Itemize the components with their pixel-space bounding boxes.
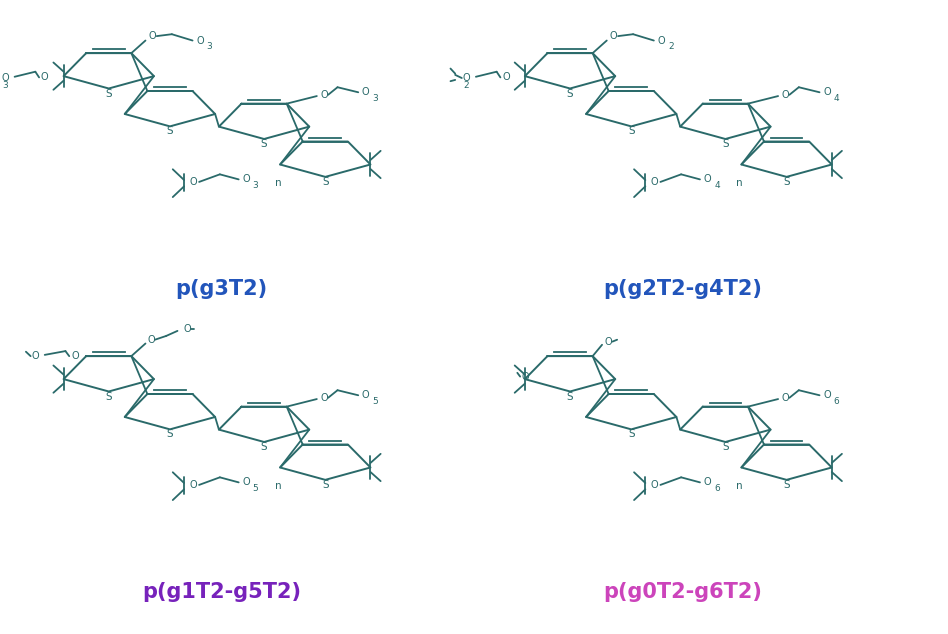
Text: O: O bbox=[362, 391, 370, 400]
Text: O: O bbox=[651, 177, 659, 187]
Text: n: n bbox=[737, 481, 743, 491]
Text: 3: 3 bbox=[373, 94, 378, 103]
Text: 3: 3 bbox=[207, 42, 212, 51]
Text: S: S bbox=[167, 429, 173, 439]
Text: O: O bbox=[703, 477, 711, 488]
Text: p(g0T2-g6T2): p(g0T2-g6T2) bbox=[604, 581, 762, 602]
Text: O: O bbox=[320, 393, 328, 403]
Text: S: S bbox=[167, 126, 173, 136]
Text: O: O bbox=[610, 31, 617, 41]
Text: O: O bbox=[320, 90, 328, 100]
Text: O: O bbox=[362, 87, 370, 97]
Text: p(g2T2-g4T2): p(g2T2-g4T2) bbox=[604, 278, 762, 299]
Text: O: O bbox=[71, 351, 79, 361]
Text: O: O bbox=[148, 31, 155, 41]
Text: O: O bbox=[190, 177, 197, 187]
Text: S: S bbox=[722, 139, 729, 149]
Text: S: S bbox=[628, 126, 634, 136]
Text: p(g3T2): p(g3T2) bbox=[175, 278, 267, 299]
Text: 3: 3 bbox=[2, 81, 9, 90]
Text: S: S bbox=[783, 177, 790, 187]
Text: S: S bbox=[628, 429, 634, 439]
Text: O: O bbox=[463, 73, 470, 83]
Text: O: O bbox=[41, 72, 48, 82]
Text: S: S bbox=[567, 89, 574, 98]
Text: 2: 2 bbox=[464, 81, 469, 90]
Text: 6: 6 bbox=[833, 397, 839, 406]
Text: 6: 6 bbox=[714, 484, 720, 493]
Text: S: S bbox=[783, 480, 790, 490]
Text: O: O bbox=[502, 72, 510, 82]
Text: O: O bbox=[190, 480, 197, 490]
Text: O: O bbox=[521, 372, 529, 382]
Text: n: n bbox=[275, 481, 282, 491]
Text: O: O bbox=[243, 174, 250, 184]
Text: n: n bbox=[275, 178, 282, 188]
Text: O: O bbox=[703, 174, 711, 184]
Text: O: O bbox=[823, 391, 830, 400]
Text: S: S bbox=[567, 392, 574, 401]
Text: O: O bbox=[658, 36, 665, 46]
Text: O: O bbox=[1, 73, 9, 83]
Text: S: S bbox=[261, 442, 267, 452]
Text: S: S bbox=[322, 480, 329, 490]
Text: O: O bbox=[605, 337, 612, 347]
Text: S: S bbox=[105, 89, 112, 98]
Text: O: O bbox=[782, 90, 790, 100]
Text: 4: 4 bbox=[833, 94, 839, 103]
Text: n: n bbox=[737, 178, 743, 188]
Text: 3: 3 bbox=[253, 181, 259, 190]
Text: S: S bbox=[722, 442, 729, 452]
Text: O: O bbox=[243, 477, 250, 488]
Text: 4: 4 bbox=[714, 181, 720, 190]
Text: 5: 5 bbox=[373, 397, 378, 406]
Text: O: O bbox=[651, 480, 659, 490]
Text: O: O bbox=[31, 351, 39, 361]
Text: S: S bbox=[105, 392, 112, 401]
Text: O: O bbox=[147, 335, 155, 345]
Text: O: O bbox=[823, 87, 830, 97]
Text: S: S bbox=[261, 139, 267, 149]
Text: 5: 5 bbox=[253, 484, 259, 493]
Text: O: O bbox=[782, 393, 790, 403]
Text: O: O bbox=[183, 324, 191, 334]
Text: S: S bbox=[322, 177, 329, 187]
Text: O: O bbox=[196, 36, 204, 46]
Text: p(g1T2-g5T2): p(g1T2-g5T2) bbox=[142, 581, 301, 602]
Text: 2: 2 bbox=[668, 42, 674, 51]
